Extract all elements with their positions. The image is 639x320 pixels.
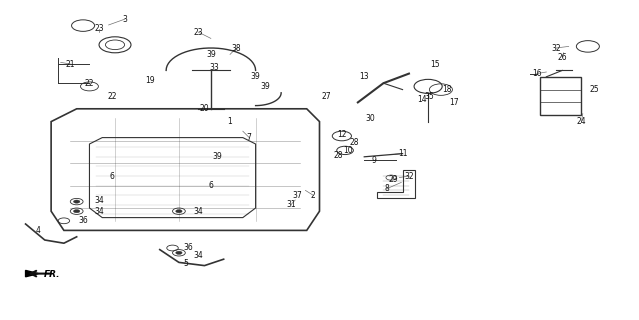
- Text: 18: 18: [443, 85, 452, 94]
- Text: 29: 29: [388, 175, 398, 184]
- Text: 20: 20: [199, 104, 210, 113]
- Text: 6: 6: [109, 172, 114, 180]
- Circle shape: [176, 210, 182, 213]
- Text: 10: 10: [343, 146, 353, 155]
- Text: FR.: FR.: [43, 270, 60, 279]
- Text: 33: 33: [209, 63, 219, 72]
- Text: 6: 6: [208, 181, 213, 190]
- Text: 34: 34: [94, 196, 104, 204]
- Text: 7: 7: [247, 133, 252, 142]
- Text: 31: 31: [286, 200, 296, 209]
- Text: 3: 3: [122, 15, 127, 24]
- Text: 32: 32: [551, 44, 561, 52]
- Text: 4: 4: [36, 226, 41, 235]
- Text: 17: 17: [449, 98, 459, 107]
- Text: 30: 30: [366, 114, 376, 123]
- Text: 5: 5: [183, 260, 188, 268]
- Text: 39: 39: [206, 50, 216, 59]
- Text: 24: 24: [576, 117, 587, 126]
- Text: 2: 2: [311, 191, 316, 200]
- Text: 27: 27: [321, 92, 331, 100]
- Text: 8: 8: [384, 184, 389, 193]
- Text: 23: 23: [193, 28, 203, 36]
- Text: 36: 36: [78, 216, 88, 225]
- Text: 39: 39: [260, 82, 270, 91]
- Text: 9: 9: [371, 156, 376, 164]
- Text: 34: 34: [193, 252, 203, 260]
- Text: 37: 37: [292, 191, 302, 200]
- Text: 36: 36: [183, 244, 194, 252]
- Text: 23: 23: [94, 24, 104, 33]
- Text: 28: 28: [350, 138, 359, 147]
- Text: 34: 34: [193, 207, 203, 216]
- Polygon shape: [26, 270, 38, 277]
- Text: 38: 38: [231, 44, 242, 52]
- Text: 28: 28: [334, 151, 343, 160]
- Circle shape: [73, 210, 80, 213]
- Text: 13: 13: [359, 72, 369, 81]
- Text: 19: 19: [145, 76, 155, 84]
- Text: 32: 32: [404, 172, 414, 180]
- Text: 21: 21: [66, 60, 75, 68]
- Text: 35: 35: [424, 92, 435, 100]
- Text: 39: 39: [212, 152, 222, 161]
- Circle shape: [73, 200, 80, 203]
- Text: 14: 14: [417, 95, 427, 104]
- Text: 25: 25: [589, 85, 599, 94]
- Text: 22: 22: [85, 79, 94, 88]
- Text: 1: 1: [227, 117, 233, 126]
- Text: 12: 12: [337, 130, 346, 139]
- Text: 16: 16: [532, 69, 542, 78]
- Text: 11: 11: [398, 149, 407, 158]
- Text: 34: 34: [94, 207, 104, 216]
- Text: 39: 39: [250, 72, 261, 81]
- Text: 15: 15: [429, 60, 440, 68]
- Text: 26: 26: [557, 53, 567, 62]
- Text: 22: 22: [107, 92, 116, 100]
- Circle shape: [176, 251, 182, 254]
